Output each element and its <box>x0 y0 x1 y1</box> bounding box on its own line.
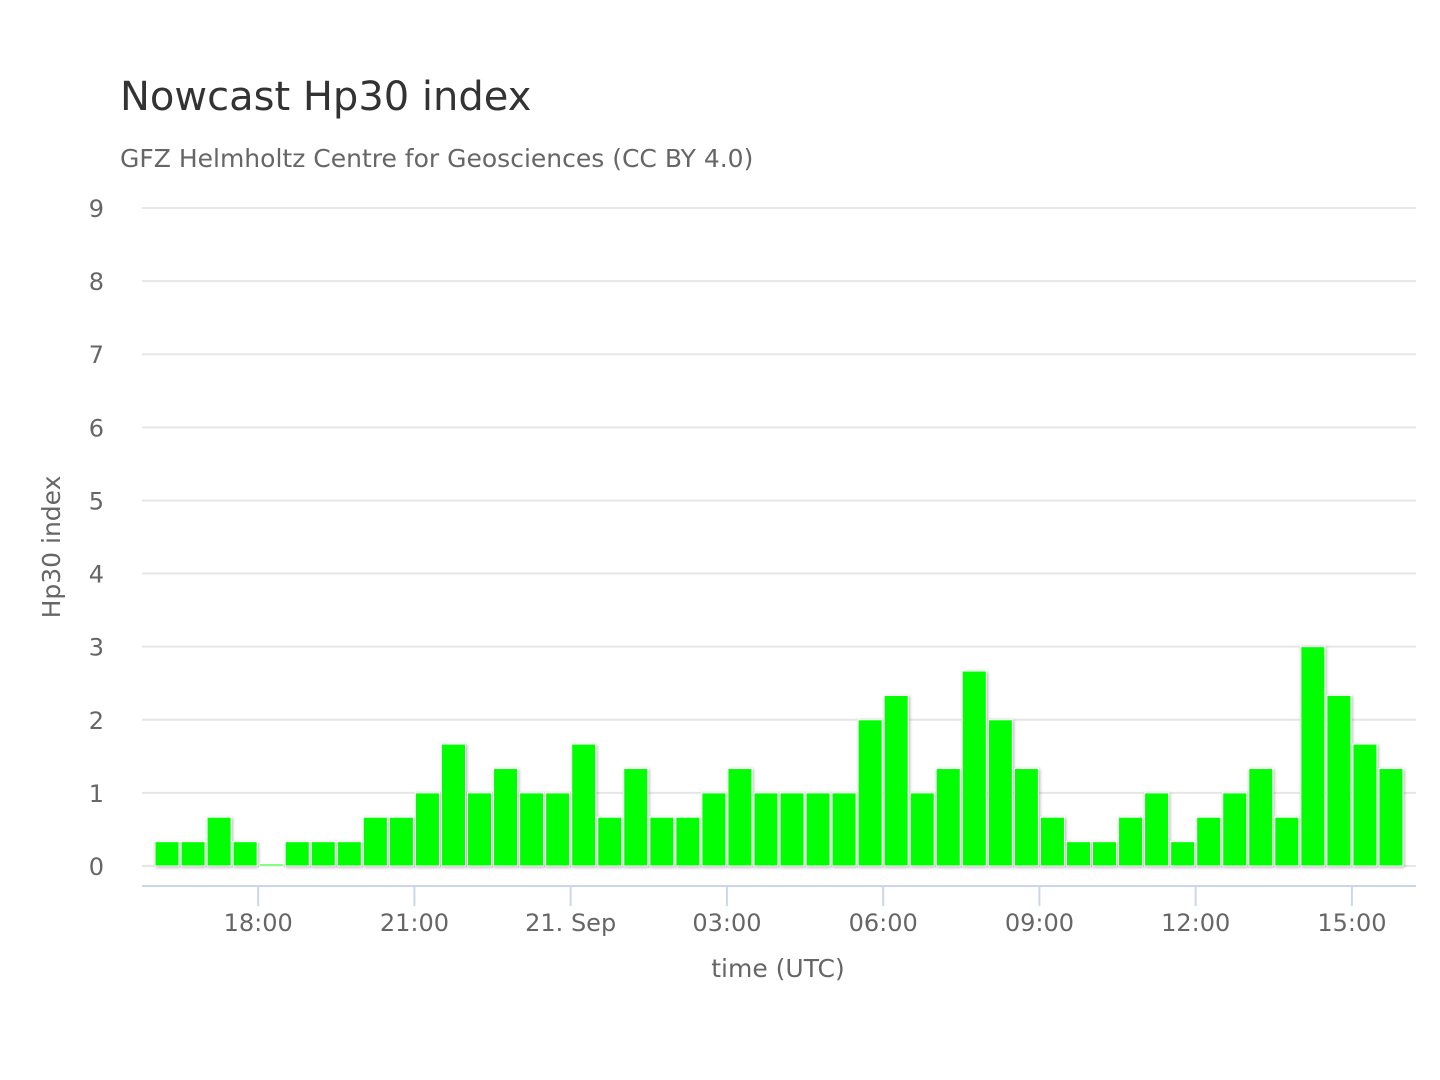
bar[interactable] <box>154 841 180 867</box>
bar[interactable] <box>1326 694 1352 867</box>
bar[interactable] <box>1378 768 1404 867</box>
bar[interactable] <box>1352 743 1378 867</box>
bar[interactable] <box>519 792 545 867</box>
bar[interactable] <box>414 792 440 867</box>
chart-title: Nowcast Hp30 index <box>120 74 532 120</box>
bar[interactable] <box>753 792 779 867</box>
bar[interactable] <box>362 816 388 867</box>
bar[interactable] <box>1065 841 1092 867</box>
bar[interactable] <box>1092 841 1118 867</box>
bar[interactable] <box>336 841 362 867</box>
bar[interactable] <box>727 768 753 867</box>
bar[interactable] <box>1196 816 1222 867</box>
x-tick-label: 21. Sep <box>525 909 616 937</box>
bar[interactable] <box>909 792 935 867</box>
bar[interactable] <box>388 816 414 867</box>
bar[interactable] <box>883 694 909 867</box>
bar[interactable] <box>1118 816 1144 867</box>
bar[interactable] <box>1013 768 1039 867</box>
bar[interactable] <box>206 816 232 867</box>
bar[interactable] <box>232 841 258 867</box>
x-tick-label: 06:00 <box>849 909 918 937</box>
bar[interactable] <box>649 816 675 867</box>
bar[interactable] <box>1039 816 1065 867</box>
bar[interactable] <box>310 841 336 867</box>
x-axis-label: time (UTC) <box>711 954 845 983</box>
bar[interactable] <box>623 768 649 867</box>
bar[interactable] <box>1248 768 1274 867</box>
x-tick-label: 21:00 <box>380 909 449 937</box>
bar[interactable] <box>805 792 831 867</box>
bar[interactable] <box>284 841 310 867</box>
bar[interactable] <box>935 768 961 867</box>
bar[interactable] <box>675 816 701 867</box>
bar[interactable] <box>1274 816 1300 867</box>
y-tick-label: 4 <box>89 561 104 589</box>
bar[interactable] <box>597 816 623 867</box>
bar[interactable] <box>987 719 1013 867</box>
y-tick-label: 1 <box>89 780 104 808</box>
bar[interactable] <box>1222 792 1248 867</box>
bar[interactable] <box>545 792 571 867</box>
bar[interactable] <box>857 719 883 867</box>
bar[interactable] <box>1144 792 1170 867</box>
y-tick-label: 9 <box>89 195 104 223</box>
x-tick-label: 09:00 <box>1005 909 1074 937</box>
y-tick-label: 8 <box>89 268 104 296</box>
bar[interactable] <box>961 670 987 867</box>
y-tick-label: 5 <box>89 487 104 515</box>
y-tick-label: 3 <box>89 634 104 662</box>
bar[interactable] <box>493 768 519 867</box>
y-tick-label: 0 <box>89 853 104 881</box>
chart-subtitle: GFZ Helmholtz Centre for Geosciences (CC… <box>120 144 754 173</box>
y-tick-label: 6 <box>89 414 104 442</box>
x-tick-label: 18:00 <box>224 909 293 937</box>
x-tick-label: 03:00 <box>692 909 761 937</box>
bar[interactable] <box>1300 646 1326 867</box>
bar[interactable] <box>467 792 493 867</box>
x-tick-label: 15:00 <box>1317 909 1386 937</box>
y-tick-label: 2 <box>89 707 104 735</box>
x-tick-label: 12:00 <box>1161 909 1230 937</box>
bar[interactable] <box>180 841 206 867</box>
y-axis-label: Hp30 index <box>37 476 66 619</box>
bar[interactable] <box>701 792 727 867</box>
y-tick-label: 7 <box>89 341 104 369</box>
bar[interactable] <box>440 743 467 867</box>
bar[interactable] <box>831 792 857 867</box>
bar[interactable] <box>1170 841 1196 867</box>
bar[interactable] <box>258 863 284 867</box>
bar[interactable] <box>571 743 597 867</box>
bar[interactable] <box>779 792 805 867</box>
